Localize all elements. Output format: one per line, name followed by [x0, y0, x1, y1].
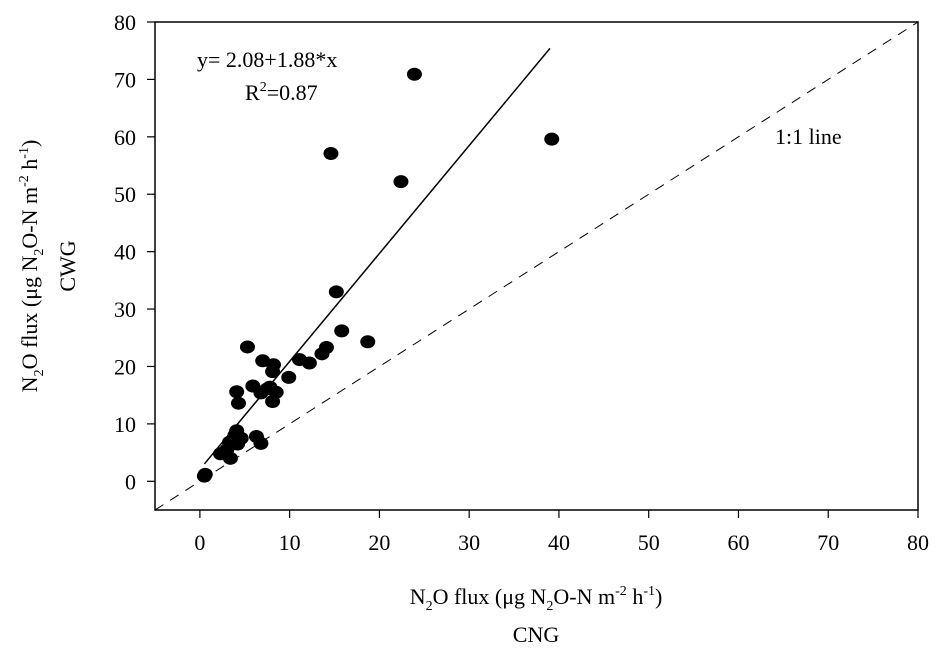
y-tick-label: 60: [114, 125, 136, 150]
data-point: [406, 67, 422, 81]
data-point: [229, 385, 245, 399]
x-title-part-e: ): [655, 584, 662, 609]
y-title-part-c: O-N m: [17, 187, 42, 249]
data-point: [544, 132, 560, 146]
data-points: [196, 67, 560, 483]
x-tick-label: 10: [279, 530, 301, 555]
y-tick-label: 10: [114, 412, 136, 437]
y-title-sup-c: -2: [17, 175, 32, 187]
x-title-part-c: O-N m: [553, 584, 615, 609]
x-title-part-d: h: [627, 584, 644, 609]
data-point: [253, 436, 269, 450]
y-title-part-a: N: [17, 376, 42, 392]
y-title-sub-a: 2: [32, 369, 47, 376]
y-tick-label: 40: [114, 240, 136, 265]
x-tick-label: 20: [368, 530, 390, 555]
r-squared-value: =0.87: [267, 80, 318, 105]
y-tick-label: 30: [114, 297, 136, 322]
data-point: [393, 175, 409, 189]
x-tick-label: 30: [458, 530, 480, 555]
y-tick-label: 0: [125, 469, 136, 494]
x-tick-label: 0: [194, 530, 205, 555]
regression-equation: y= 2.08+1.88*x: [197, 47, 337, 72]
x-tick-label: 70: [817, 530, 839, 555]
data-point: [230, 396, 246, 410]
data-point: [334, 324, 350, 338]
r-squared-sup: 2: [260, 80, 267, 95]
data-point: [222, 451, 238, 465]
r-squared-label: R2=0.87: [245, 80, 318, 105]
y-axis-ticks: 0 10 20 30 40 50 60 70 80: [114, 10, 155, 494]
x-title-sub-a: 2: [426, 599, 433, 614]
x-title-part-b: O flux (μg N: [433, 584, 547, 609]
y-title-sup-d: -1: [17, 147, 32, 159]
y-title-part-b: O flux (μg N: [17, 255, 42, 369]
data-point: [328, 285, 344, 299]
x-axis-title-2: CNG: [513, 622, 560, 647]
data-point: [301, 356, 317, 370]
y-tick-label: 70: [114, 67, 136, 92]
plot-frame: [154, 21, 919, 511]
x-title-part-a: N: [410, 584, 426, 609]
regression-line: [203, 47, 551, 465]
y-title-part-d: h: [17, 159, 42, 176]
identity-line: [154, 21, 919, 511]
data-point: [196, 469, 212, 483]
x-tick-label: 40: [548, 530, 570, 555]
x-tick-label: 80: [907, 530, 929, 555]
y-tick-label: 20: [114, 354, 136, 379]
y-axis-title-2: CWG: [55, 240, 80, 291]
data-point: [281, 370, 297, 384]
x-axis-ticks: 0 10 20 30 40 50 60 70 80: [194, 510, 929, 555]
data-point: [230, 437, 246, 451]
x-title-sup-d: -1: [643, 584, 655, 599]
data-point: [318, 341, 334, 355]
data-point: [265, 358, 281, 372]
y-title-sub-b: 2: [32, 249, 47, 256]
x-title-sup-c: -2: [615, 584, 627, 599]
data-point: [268, 385, 284, 399]
y-title-part-e: ): [17, 140, 42, 147]
data-point: [239, 340, 255, 354]
y-tick-label: 50: [114, 182, 136, 207]
x-title-sub-b: 2: [546, 599, 553, 614]
identity-line-label: 1:1 line: [775, 124, 842, 149]
data-point: [323, 146, 339, 160]
x-tick-label: 60: [727, 530, 749, 555]
data-point: [360, 335, 376, 349]
x-tick-label: 50: [638, 530, 660, 555]
r-squared-prefix: R: [245, 80, 260, 105]
y-tick-label: 80: [114, 10, 136, 35]
x-axis-title: N2O flux (μg N2O-N m-2 h-1): [410, 584, 663, 614]
y-axis-title: N2O flux (μg N2O-N m-2 h-1): [17, 140, 47, 393]
